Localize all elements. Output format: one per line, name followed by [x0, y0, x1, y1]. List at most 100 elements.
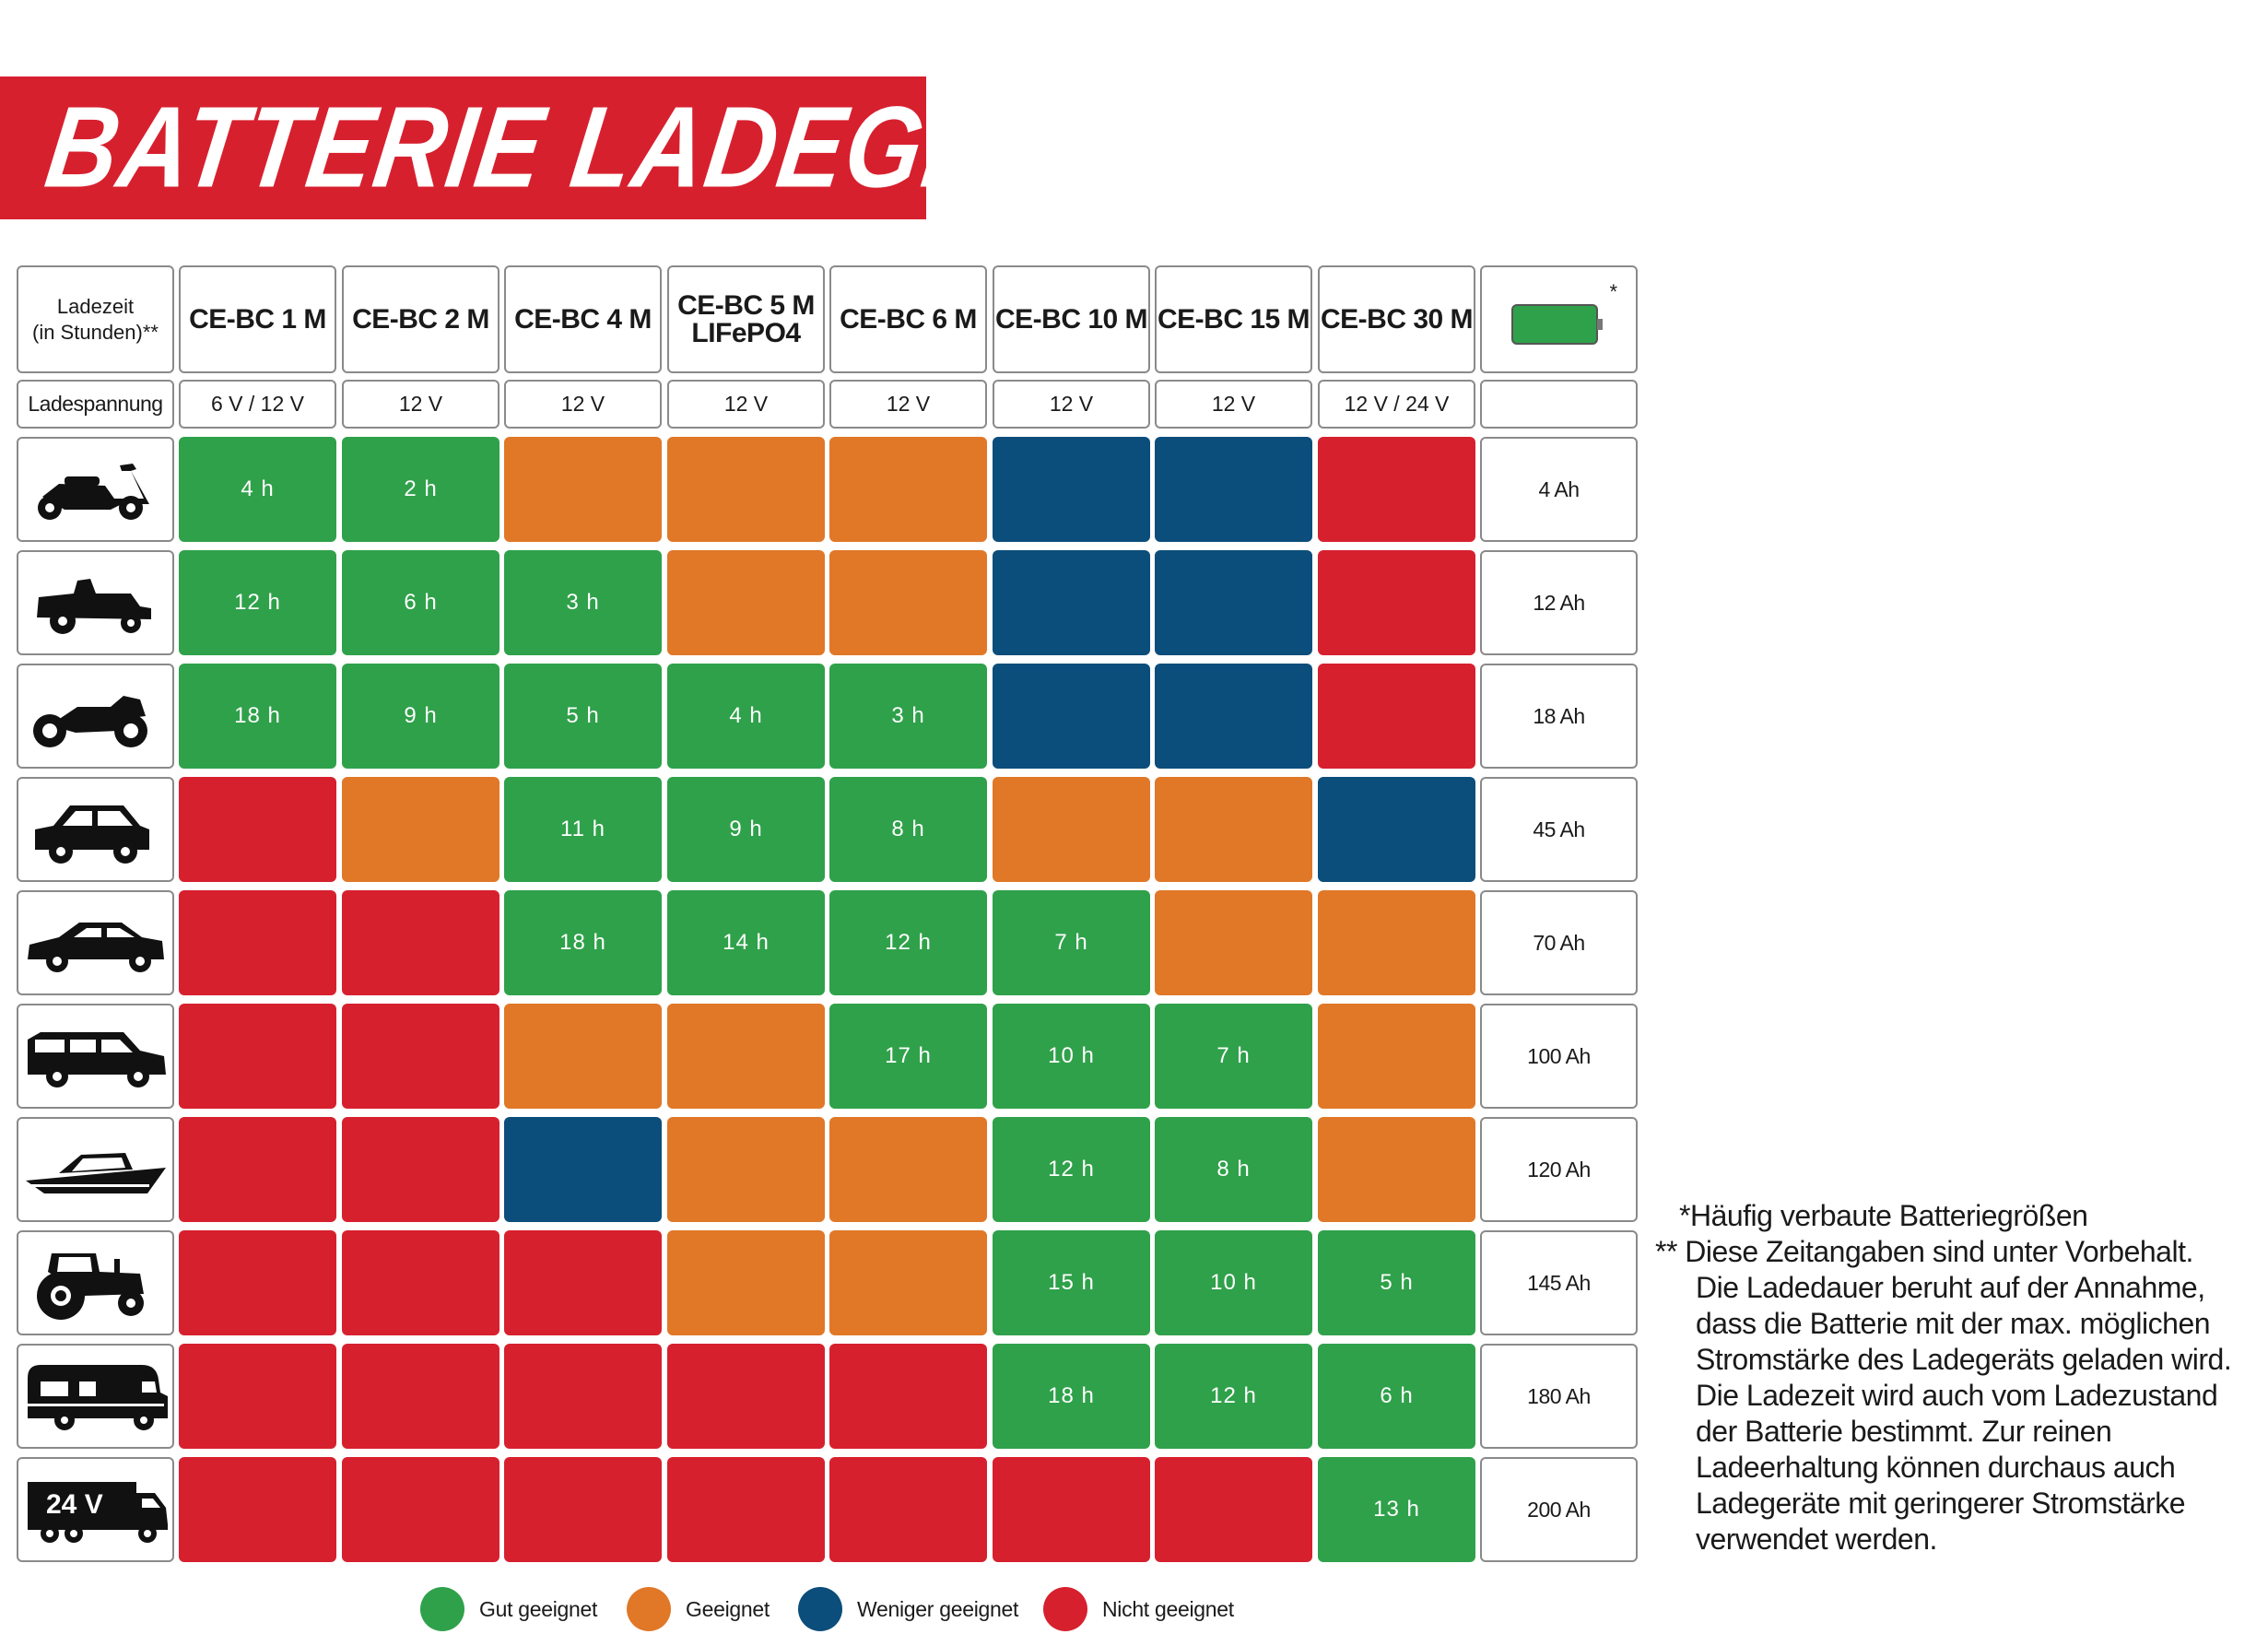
legend-swatch	[798, 1587, 842, 1631]
model-name-line: CE-BC 5 M	[677, 289, 815, 321]
rating-cell	[342, 1457, 499, 1562]
rating-cell: 18 h	[993, 1344, 1150, 1449]
charge-time-label: 3 h	[891, 703, 925, 728]
vehicle-cell	[17, 890, 174, 995]
rating-cell: 13 h	[1318, 1457, 1475, 1562]
rating-cell: 18 h	[504, 890, 662, 995]
rating-cell: 10 h	[993, 1004, 1150, 1109]
rating-cell: 3 h	[504, 550, 662, 655]
rating-cell: 6 h	[342, 550, 499, 655]
charge-voltage: 12 V	[342, 380, 499, 429]
rating-cell	[1155, 890, 1312, 995]
charge-voltage: 6 V / 12 V	[179, 380, 336, 429]
rating-cell	[1155, 1457, 1312, 1562]
charge-time-label: 12 h	[885, 930, 932, 955]
rating-cell	[342, 1004, 499, 1109]
footnote-line: Die Ladedauer beruht auf der Annahme,	[1696, 1271, 2205, 1304]
charge-time-label: 4 h	[729, 703, 763, 728]
rating-cell	[342, 777, 499, 882]
rating-cell	[829, 1117, 987, 1222]
rating-cell	[1318, 550, 1475, 655]
battery-capacity: 100 Ah	[1480, 1004, 1638, 1109]
model-name-line: CE-BC 15 M	[1157, 303, 1310, 335]
charge-time-label: 18 h	[559, 930, 606, 955]
footnotes: *Häufig verbaute Batteriegrößen ** Diese …	[1655, 1198, 2232, 1558]
rating-cell	[1155, 777, 1312, 882]
rating-cell	[667, 1004, 825, 1109]
lawn-tractor-icon	[36, 579, 151, 634]
small-car-icon	[34, 805, 149, 864]
rating-cell	[1318, 1117, 1475, 1222]
rating-cell	[179, 1457, 336, 1562]
rating-cell	[829, 1457, 987, 1562]
battery-capacity: 180 Ah	[1480, 1344, 1638, 1449]
charge-voltage: 12 V	[667, 380, 825, 429]
rating-cell	[342, 1117, 499, 1222]
truck-voltage-label: 24 V	[46, 1489, 103, 1520]
scooter-icon	[37, 464, 149, 520]
rating-cell	[342, 1344, 499, 1449]
model-name-line: CE-BC 1 M	[189, 303, 326, 335]
rating-cell: 11 h	[504, 777, 662, 882]
rating-cell: 2 h	[342, 437, 499, 542]
charge-time-label: 13 h	[1373, 1497, 1420, 1522]
charge-time-label: 12 h	[1210, 1383, 1257, 1408]
model-header: CE-BC 5 M LIFePO4	[667, 265, 825, 373]
rating-cell: 4 h	[667, 664, 825, 769]
footnote-line: verwendet werden.	[1696, 1522, 1937, 1556]
rating-cell: 17 h	[829, 1004, 987, 1109]
rating-cell	[1318, 777, 1475, 882]
charge-time-label: 5 h	[1380, 1270, 1414, 1295]
legend-label: Nicht geeignet	[1102, 1597, 1234, 1621]
rating-cell	[993, 777, 1150, 882]
ladezeit-header-line: Ladezeit	[56, 294, 135, 318]
motorcycle-icon	[32, 696, 147, 747]
charge-time-label: 6 h	[1380, 1383, 1414, 1408]
footnote-line: Ladeerhaltung können durchaus auch	[1696, 1451, 2176, 1484]
rating-cell	[829, 1344, 987, 1449]
battery-capacity: 120 Ah	[1480, 1117, 1638, 1222]
vehicle-cell	[17, 1344, 174, 1449]
rating-cell: 9 h	[342, 664, 499, 769]
rating-cell	[504, 1004, 662, 1109]
footnote-line: ** Diese Zeitangaben sind unter Vorbehal…	[1655, 1235, 2193, 1268]
model-header: CE-BC 10 M	[993, 265, 1150, 373]
charge-time-label: 6 h	[404, 590, 438, 615]
rating-cell	[667, 1230, 825, 1335]
charge-time-label: 10 h	[1210, 1270, 1257, 1295]
rating-cell	[993, 550, 1150, 655]
vehicle-cell	[17, 1117, 174, 1222]
rating-cell	[504, 1230, 662, 1335]
rating-cell	[179, 890, 336, 995]
charge-time-label: 3 h	[566, 590, 600, 615]
charge-time-label: 11 h	[560, 817, 605, 841]
charge-time-label: 9 h	[729, 817, 763, 841]
model-header: CE-BC 4 M	[504, 265, 662, 373]
rating-cell: 7 h	[993, 890, 1150, 995]
charge-voltage: 12 V / 24 V	[1318, 380, 1475, 429]
rating-cell: 5 h	[1318, 1230, 1475, 1335]
truck-24v-icon: 24 V	[27, 1482, 168, 1543]
battery-footnote-marker: *	[1609, 280, 1617, 303]
rating-cell	[993, 437, 1150, 542]
rating-cell	[1318, 437, 1475, 542]
rating-cell: 12 h	[829, 890, 987, 995]
vehicle-cell	[17, 550, 174, 655]
model-name-line: CE-BC 2 M	[352, 303, 489, 335]
charge-time-label: 5 h	[566, 703, 600, 728]
battery-capacity: 18 Ah	[1480, 664, 1638, 769]
rating-cell: 8 h	[829, 777, 987, 882]
charge-time-label: 8 h	[891, 817, 925, 841]
charge-time-label: 15 h	[1048, 1270, 1095, 1295]
title-banner: BATTERIE LADEGERÄTE	[0, 76, 1274, 219]
charge-time-label: 8 h	[1216, 1157, 1251, 1181]
rating-cell	[179, 777, 336, 882]
rating-cell: 7 h	[1155, 1004, 1312, 1109]
motorhome-icon	[27, 1365, 168, 1430]
rating-cell	[1155, 664, 1312, 769]
rating-cell	[667, 1457, 825, 1562]
rating-cell: 9 h	[667, 777, 825, 882]
legend-swatch	[420, 1587, 464, 1631]
rating-cell	[342, 1230, 499, 1335]
rating-cell: 5 h	[504, 664, 662, 769]
